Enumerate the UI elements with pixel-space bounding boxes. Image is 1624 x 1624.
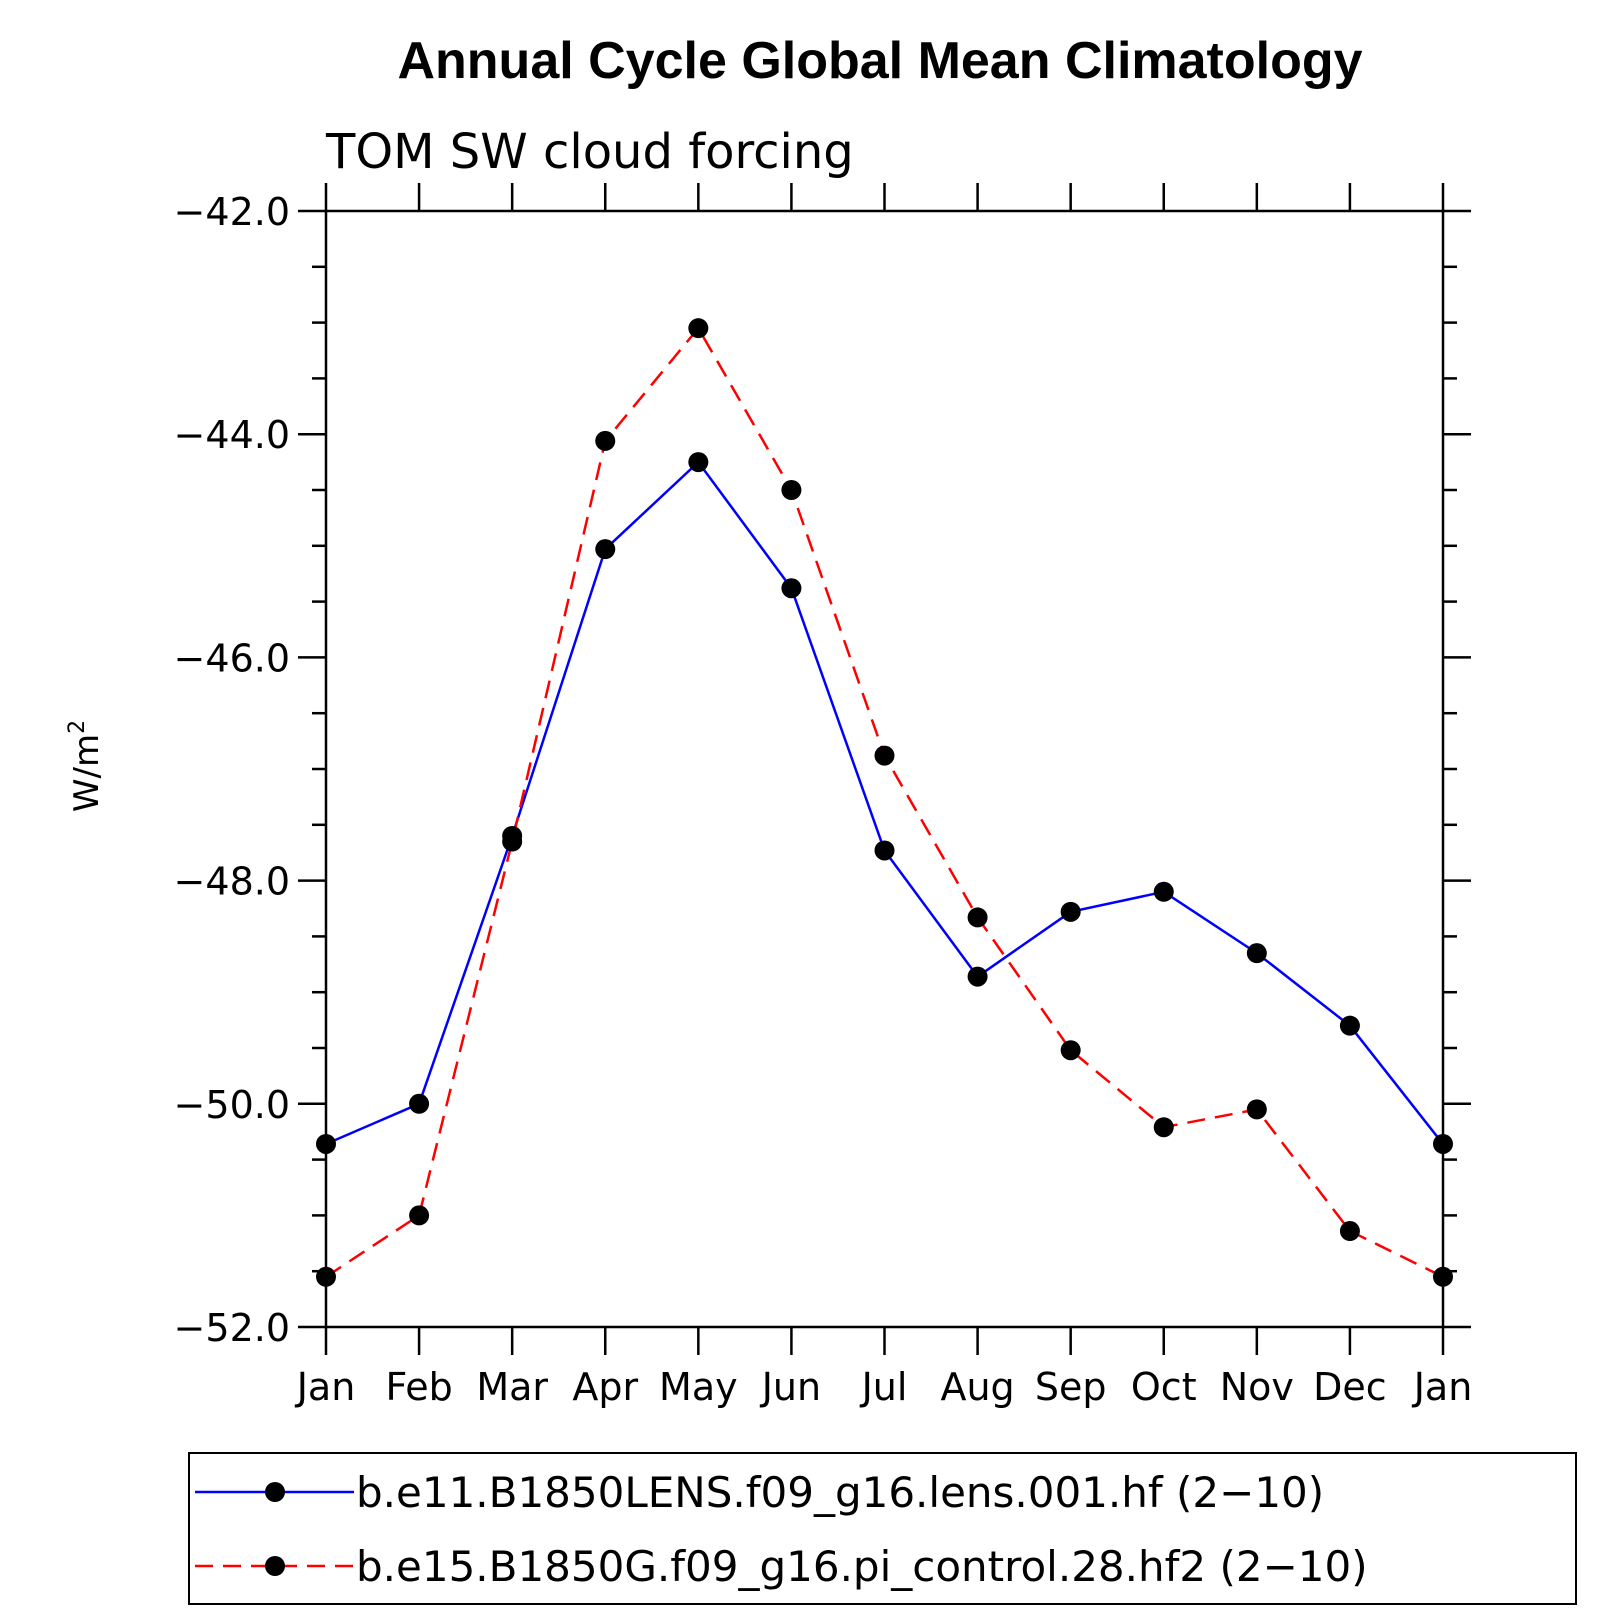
y-tick-label: −44.0 [174,413,290,457]
x-tick-labels: Jan Feb Mar Apr May Jun Jul Aug Sep Oct Nov Dec Jan [295,1365,1473,1409]
y-tick-labels: −52.0 −50.0 −48.0 −46.0 −44.0 −42.0 [174,190,290,1350]
chart-subtitle: TOM SW cloud forcing [325,124,854,180]
chart-title: Annual Cycle Global Mean Climatology [397,32,1362,90]
data-point-series-1 [409,1093,430,1114]
legend-marker-1 [265,1482,285,1502]
data-point-series-2 [316,1266,336,1287]
plot-area [298,183,1471,1355]
data-point-series-2 [1153,1117,1174,1138]
y-tick-label: −50.0 [174,1083,290,1127]
data-point-series-1 [1433,1133,1453,1154]
legend-box [188,1452,1577,1605]
series-markers [316,318,1453,1287]
data-point-series-2 [502,831,523,852]
data-point-series-1 [688,452,709,473]
legend-entry-1: b.e11.B1850LENS.f09_g16.lens.001.hf (2−1… [195,1468,1324,1517]
data-point-series-2 [595,430,616,451]
y-tick-label: −42.0 [174,190,290,234]
axis-ticks [298,183,1471,1355]
data-point-series-1 [874,840,895,861]
legend: b.e11.B1850LENS.f09_g16.lens.001.hf (2−1… [188,1452,1577,1605]
x-tick-label: Mar [476,1365,548,1409]
data-point-series-1 [781,578,802,599]
data-point-series-1 [316,1133,336,1154]
data-point-series-1 [595,539,616,560]
x-tick-label: Sep [1035,1365,1107,1409]
data-point-series-2 [1246,1099,1267,1120]
legend-entry-2: b.e15.B1850G.f09_g16.pi_control.28.hf2 (… [195,1542,1368,1591]
x-tick-label: Aug [940,1365,1014,1409]
plot-frame [324,209,1445,1329]
data-point-series-2 [688,318,709,339]
x-tick-label: Oct [1131,1365,1197,1409]
data-point-series-2 [1433,1266,1453,1287]
y-tick-label: −52.0 [174,1306,290,1350]
x-tick-label: Jan [295,1365,356,1409]
data-point-series-1 [1153,881,1174,902]
legend-label-1: b.e11.B1850LENS.f09_g16.lens.001.hf (2−1… [356,1468,1324,1517]
x-tick-label: Apr [572,1365,638,1409]
data-point-series-2 [967,907,988,928]
y-axis-label-text: W/m [67,734,107,812]
data-point-series-2 [1060,1040,1081,1061]
y-axis-label-superscript: 2 [65,720,90,734]
x-tick-label: Dec [1313,1365,1387,1409]
legend-marker-2 [265,1556,285,1576]
data-point-series-2 [781,480,802,500]
x-tick-label: Jun [760,1365,821,1409]
legend-label-2: b.e15.B1850G.f09_g16.pi_control.28.hf2 (… [356,1542,1368,1591]
data-point-series-1 [1339,1015,1360,1036]
data-point-series-1 [967,966,988,987]
data-point-series-2 [874,745,895,766]
series-line-2 [325,326,1444,1278]
series-lines [325,326,1444,1278]
x-tick-label: Jan [1412,1365,1473,1409]
y-axis-label: W/m2 [65,720,107,812]
x-tick-label: May [659,1365,738,1409]
data-point-series-2 [1339,1221,1360,1242]
y-tick-label: −46.0 [174,636,290,680]
data-point-series-1 [1246,943,1267,964]
x-tick-label: Feb [385,1365,452,1409]
series-line-1 [325,460,1444,1146]
x-tick-label: Nov [1220,1365,1294,1409]
x-tick-label: Jul [860,1365,908,1409]
data-point-series-1 [1060,901,1081,922]
data-point-series-2 [409,1205,430,1226]
y-tick-label: −48.0 [174,860,290,904]
